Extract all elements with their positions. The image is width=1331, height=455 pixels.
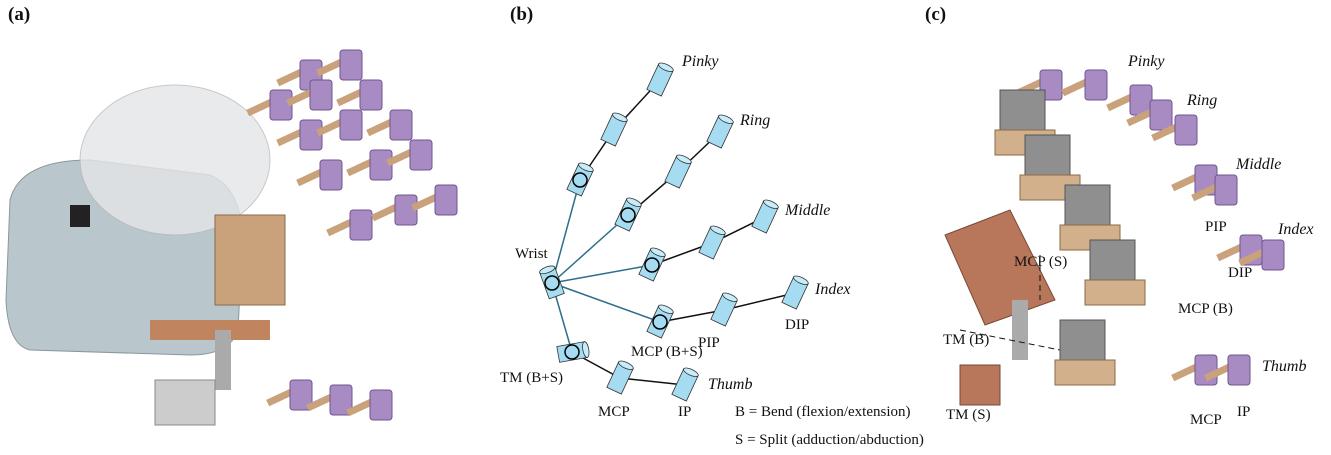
joint-label: MCP (B) xyxy=(1178,301,1233,317)
finger-module xyxy=(1175,115,1197,145)
panel-label: (c) xyxy=(925,4,946,25)
panel-label: (b) xyxy=(510,4,533,25)
joint xyxy=(615,196,643,231)
finger-module xyxy=(1215,175,1237,205)
panel-label: (a) xyxy=(8,4,30,25)
joint xyxy=(699,224,727,259)
finger-label: Pinky xyxy=(1127,53,1165,70)
legend-text: B = Bend (flexion/extension) xyxy=(735,404,911,420)
tm-rod xyxy=(1012,300,1028,360)
finger-label: Thumb xyxy=(1262,358,1306,375)
joint-label: DIP xyxy=(1228,265,1252,281)
figure: (a) (b) (c) Wrist Pinky Ring Middle Inde… xyxy=(0,0,1331,455)
joint-label: IP xyxy=(678,404,691,420)
finger-module xyxy=(390,110,412,140)
legend-text: S = Split (adduction/abduction) xyxy=(735,432,924,448)
finger-module xyxy=(310,80,332,110)
joint-label: PIP xyxy=(1205,219,1227,235)
finger-module xyxy=(1262,240,1284,270)
joint-label: TM (S) xyxy=(946,407,991,423)
finger-label: Pinky xyxy=(681,53,719,70)
finger-module xyxy=(1085,70,1107,100)
finger-label: Ring xyxy=(1186,92,1217,109)
finger-module xyxy=(435,185,457,215)
joint-label: TM (B) xyxy=(943,332,989,348)
finger-label: Middle xyxy=(1235,156,1281,173)
joint-label: MCP xyxy=(598,404,630,420)
finger-label: Ring xyxy=(739,112,770,129)
thumb-rod xyxy=(215,330,231,390)
joint xyxy=(607,359,635,394)
finger-module xyxy=(350,210,372,240)
palm-shell xyxy=(80,85,270,235)
joint-label: DIP xyxy=(785,317,809,333)
thumb-block xyxy=(155,380,215,425)
joint-label: MCP (B+S) xyxy=(631,344,703,360)
wrist-link xyxy=(552,180,580,283)
actuator-base xyxy=(1055,360,1115,385)
joint-label: MCP (S) xyxy=(1014,254,1067,270)
joint-label: MCP xyxy=(1190,412,1222,428)
finger-label: Index xyxy=(1277,221,1314,238)
actuator-base xyxy=(1085,280,1145,305)
finger-module xyxy=(1195,355,1217,385)
slot xyxy=(70,205,90,227)
finger-module xyxy=(320,160,342,190)
joint-label: PIP xyxy=(698,335,720,351)
finger-module xyxy=(1228,355,1250,385)
base-plate xyxy=(150,320,270,340)
finger-module xyxy=(360,80,382,110)
finger-module xyxy=(1150,100,1172,130)
renders xyxy=(6,50,1284,425)
finger-module xyxy=(370,390,392,420)
joint xyxy=(752,198,780,233)
finger-label: Middle xyxy=(784,202,830,219)
joint xyxy=(711,291,739,326)
joint-label: TM (B+S) xyxy=(500,370,563,386)
palm-frame xyxy=(215,215,285,305)
tm-base xyxy=(960,365,1000,405)
joint xyxy=(665,153,693,188)
finger-label: Index xyxy=(814,281,851,298)
finger-label: Thumb xyxy=(708,376,752,393)
finger-module xyxy=(410,140,432,170)
joint xyxy=(647,61,675,96)
finger-module xyxy=(340,110,362,140)
finger-module xyxy=(340,50,362,80)
joint xyxy=(567,161,595,196)
wrist-link xyxy=(552,265,652,283)
wrist-label: Wrist xyxy=(515,246,549,262)
joint xyxy=(639,246,667,281)
wrist-link xyxy=(552,283,660,322)
joint xyxy=(707,113,735,148)
joint-label: IP xyxy=(1237,404,1250,420)
joint xyxy=(782,274,810,309)
joint xyxy=(601,111,629,146)
